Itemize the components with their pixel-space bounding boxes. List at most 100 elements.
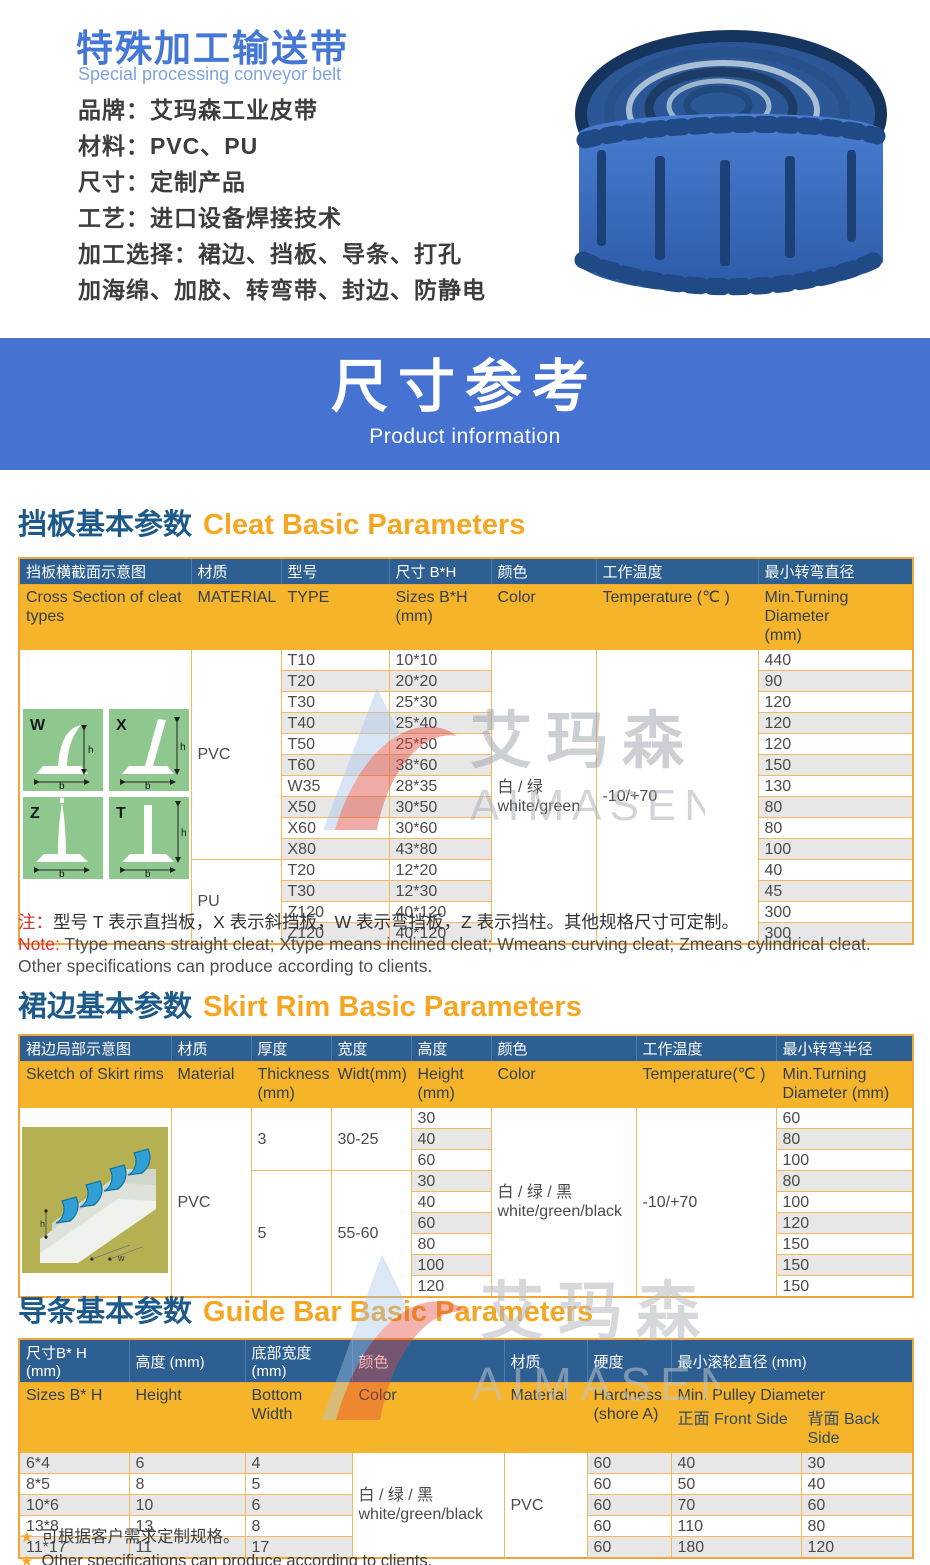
dim-w-label: w [117, 1253, 125, 1263]
table-cell: T20 [280, 859, 390, 881]
cleat-type-label-x: X [116, 717, 127, 734]
table-row: W35 28*35 130 [19, 775, 914, 797]
table-cell: PVC [503, 1452, 588, 1559]
table-cell: 12*20 [388, 859, 492, 881]
table-cell: 30 [410, 1107, 492, 1129]
table-cell: T40 [280, 712, 390, 734]
col-header: Material [170, 1061, 252, 1108]
table-cell: 6*4 [18, 1452, 130, 1474]
table-cell: 120 [757, 733, 914, 755]
table-cell: 40*120 [388, 901, 492, 923]
col-header: Min.Turning Diameter (mm) [757, 584, 914, 650]
col-header: Color [490, 584, 597, 650]
table-cell: 30 [410, 1170, 492, 1192]
table-cell: 100 [410, 1254, 492, 1276]
col-header: 尺寸 B*H [388, 557, 492, 585]
table-cell: 6 [244, 1494, 353, 1516]
col-header: 底部宽度 (mm) [244, 1338, 353, 1383]
table-row: 11*17 11 17 60 180 120 [18, 1536, 914, 1559]
table-row: 60 120 [19, 1212, 914, 1234]
cleat-type-label-w: W [30, 717, 46, 734]
banner-title: 尺寸参考 [331, 355, 599, 419]
table-cell: W35 [280, 775, 390, 797]
table-cell: 60 [800, 1494, 914, 1516]
section-heading-cn: 导条基本参数 [18, 1296, 193, 1328]
table-cell: 50 [670, 1473, 802, 1495]
col-header: 材质 [503, 1338, 588, 1383]
table-cell: 12*30 [388, 880, 492, 902]
table-cell: 80 [775, 1128, 914, 1150]
table-cell: 40 [800, 1473, 914, 1495]
dim-h-label: h [180, 742, 186, 753]
table-cell: 11 [128, 1536, 246, 1559]
table-cell: T30 [280, 691, 390, 713]
col-header: 颜色 [351, 1338, 505, 1383]
star-icon: ★ [20, 1553, 34, 1565]
table-row: 6*4 6 4 白 / 绿 / 黑 white/green/black PVC 60 40 3… [18, 1452, 914, 1559]
spec-line-brand: 品牌：艾玛森工业皮带 [78, 97, 318, 123]
col-header: Sizes B* H [18, 1382, 130, 1453]
table-cell: 80 [775, 1170, 914, 1192]
table-cell: 80 [800, 1515, 914, 1537]
col-header: Widt(mm) [330, 1061, 412, 1108]
table-cell: 10*6 [18, 1494, 130, 1516]
section-heading-en: Guide Bar Basic Parameters [203, 1296, 594, 1328]
dim-h-label: h [88, 745, 94, 756]
table-cell: -10/+70 [635, 1107, 777, 1298]
table-cell: 60 [586, 1494, 672, 1516]
skirt-sketch-cell: h w [18, 1107, 172, 1298]
spec-line-material: 材料：PVC、PU [78, 133, 259, 159]
table-cell: 120 [757, 691, 914, 713]
table-cell: 38*60 [388, 754, 492, 776]
table-cell: 25*50 [388, 733, 492, 755]
table-cell: 28*35 [388, 775, 492, 797]
cleat-table-body: W h b X h b Z b T h b PVC T10 10*10 白 / 绿 w… [18, 649, 914, 945]
col-header: Hardness (shore A) [586, 1382, 672, 1453]
table-row: 10*6 10 6 60 70 60 [18, 1494, 914, 1516]
table-cell: 6 [128, 1452, 246, 1474]
table-cell: 80 [757, 817, 914, 839]
table-row: 60 100 [19, 1149, 914, 1171]
table-cell: 110 [670, 1515, 802, 1537]
col-header: 最小转弯半径 [775, 1034, 914, 1062]
skirt-table-wrap: 裙边局部示意图 材质 厚度 宽度 高度 颜色 工作温度 最小转弯半径 Sketc… [18, 1034, 914, 1298]
table-cell: 10 [128, 1494, 246, 1516]
table-cell: 150 [775, 1254, 914, 1276]
table-cell: 120 [757, 712, 914, 734]
col-header: 工作温度 [635, 1034, 777, 1062]
table-cell: PU [190, 859, 282, 945]
table-cell: 25*40 [388, 712, 492, 734]
col-header: 工作温度 [595, 557, 759, 585]
table-cell: 13*8 [18, 1515, 130, 1537]
table-cell: 60 [586, 1536, 672, 1559]
table-row: 13*8 13 8 60 110 80 [18, 1515, 914, 1537]
table-cell: 13 [128, 1515, 246, 1537]
table-cell: 40*120 [388, 922, 492, 945]
table-cell: 白 / 绿 / 黑 white/green/black [351, 1452, 505, 1559]
col-header: Min.Turning Diameter (mm) [775, 1061, 914, 1108]
footer-note-text: 可根据客户需求定制规格。 [41, 1528, 240, 1546]
col-header: 材质 [190, 557, 282, 585]
table-cell: 17 [244, 1536, 353, 1559]
cleat-header-en: Cross Section of cleat types MATERIAL TY… [18, 584, 914, 650]
col-header: Sketch of Skirt rims [18, 1061, 172, 1108]
table-cell: 70 [670, 1494, 802, 1516]
section-heading-guide: 导条基本参数 Guide Bar Basic Parameters [18, 1288, 593, 1330]
table-cell: Z120 [280, 901, 390, 923]
table-row: W h b X h b Z b T h b PVC T10 10*10 白 / 绿 w… [18, 649, 914, 945]
col-header: 颜色 [490, 1034, 637, 1062]
table-cell: 40 [757, 859, 914, 881]
dim-b-label: b [145, 781, 151, 792]
table-cell: 100 [775, 1149, 914, 1171]
table-cell: 150 [775, 1233, 914, 1255]
footer-note-text: Other specifications can produce accordi… [41, 1552, 433, 1565]
table-cell: 40 [410, 1128, 492, 1150]
table-cell: 5 [244, 1473, 353, 1495]
table-cell: 25*30 [388, 691, 492, 713]
col-header: MATERIAL [190, 584, 282, 650]
table-row: 40 100 [19, 1191, 914, 1213]
skirt-table: 裙边局部示意图 材质 厚度 宽度 高度 颜色 工作温度 最小转弯半径 Sketc… [18, 1034, 914, 1298]
table-cell: 300 [757, 901, 914, 923]
dim-b-label: b [59, 869, 65, 880]
